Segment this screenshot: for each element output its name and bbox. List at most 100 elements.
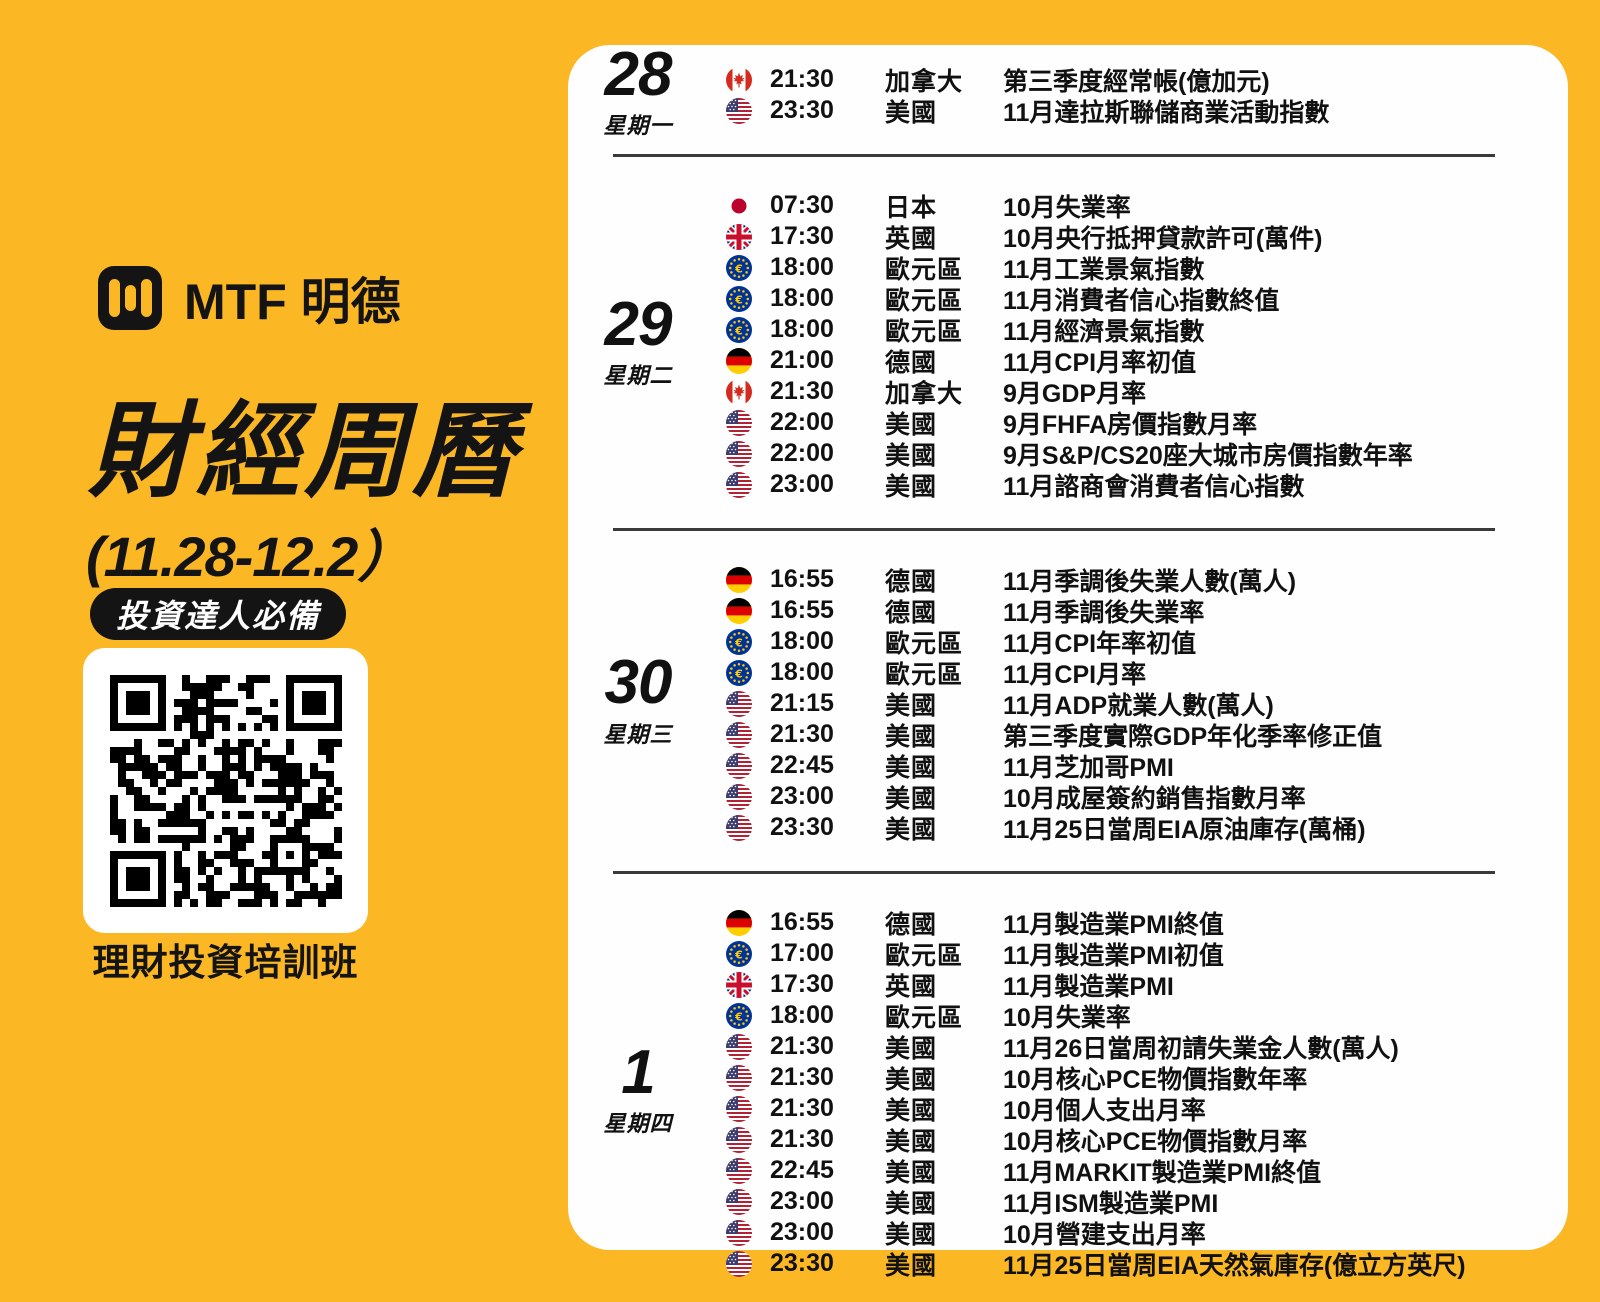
event-row[interactable]: 17:00 歐元區 11月製造業PMI初值 [708,938,1568,970]
event-country: 歐元區 [885,286,964,315]
day-date-column: 28 星期一 [568,43,708,138]
brand-panel: MTF 明德 財經周曆 (11.28-12.2） 投資達人必備 理財投資培訓班 [0,0,568,1302]
event-row[interactable]: 23:00 美國 10月營建支出月率 [708,1217,1568,1249]
event-row[interactable]: 22:00 美國 9月S&P/CS20座大城市房價指數年率 [708,438,1568,470]
event-row[interactable]: 16:55 德國 11月季調後失業人數(萬人) [708,564,1568,596]
day-weekday: 星期一 [603,113,673,139]
event-row[interactable]: 16:55 德國 11月製造業PMI終值 [708,907,1568,939]
event-row[interactable]: 18:00 歐元區 11月CPI月率 [708,657,1568,689]
event-flag-cell [708,597,770,624]
event-flag-cell [708,1002,770,1029]
event-row[interactable]: 22:00 美國 9月FHFA房價指數月率 [708,407,1568,439]
event-description: 9月S&P/CS20座大城市房價指數年率 [1003,441,1413,470]
event-flag-cell [708,316,770,343]
event-flag-cell [708,721,770,748]
event-row[interactable]: 21:30 美國 10月核心PCE物價指數月率 [708,1124,1568,1156]
event-time: 22:00 [770,408,834,436]
qr-code-icon[interactable] [109,674,342,907]
event-row[interactable]: 21:30 美國 第三季度實際GDP年化季率修正值 [708,719,1568,751]
event-time: 21:30 [770,1063,834,1091]
flag-us-icon [726,1250,752,1277]
event-row[interactable]: 21:30 加拿大 第三季度經常帳(億加元) [708,64,1568,96]
event-time: 23:30 [770,96,834,124]
event-row[interactable]: 18:00 歐元區 11月消費者信心指數終值 [708,283,1568,315]
flag-de-icon [726,566,752,593]
event-time: 07:30 [770,191,834,219]
event-row[interactable]: 07:30 日本 10月失業率 [708,190,1568,222]
event-row[interactable]: 23:00 美國 11月ISM製造業PMI [708,1186,1568,1218]
calendar-day-block: 28 星期一 21:30 加拿大 第三季度經常帳(億加元) 23:30 美國 11月達拉斯聯儲… [568,43,1568,138]
event-row[interactable]: 18:00 歐元區 11月CPI年率初值 [708,626,1568,658]
event-description: 10月個人支出月率 [1003,1096,1206,1125]
event-row[interactable]: 21:30 加拿大 9月GDP月率 [708,376,1568,408]
event-country: 德國 [885,348,938,377]
event-flag-cell [708,97,770,124]
event-row[interactable]: 18:00 歐元區 11月經濟景氣指數 [708,314,1568,346]
event-row[interactable]: 21:30 美國 10月個人支出月率 [708,1093,1568,1125]
event-flag-cell [708,940,770,967]
flag-us-icon [726,1219,752,1246]
day-number: 1 [621,1037,655,1107]
event-time: 18:00 [770,1001,834,1029]
event-row[interactable]: 18:00 歐元區 11月工業景氣指數 [708,252,1568,284]
flag-gb-icon [726,224,752,250]
event-description: 11月工業景氣指數 [1003,255,1205,284]
event-time: 16:55 [770,596,834,624]
event-row[interactable]: 22:45 美國 11月芝加哥PMI [708,750,1568,782]
event-flag-cell [708,471,770,498]
event-row[interactable]: 17:30 英國 11月製造業PMI [708,969,1568,1001]
event-country: 歐元區 [885,317,964,346]
flag-us-icon [726,1126,752,1153]
event-time: 18:00 [770,658,834,686]
brand-name: MTF 明德 [184,274,401,330]
event-country: 歐元區 [885,1003,964,1032]
event-country: 美國 [885,1065,938,1094]
event-row[interactable]: 21:15 美國 11月ADP就業人數(萬人) [708,688,1568,720]
event-description: 11月消費者信心指數終值 [1003,286,1280,315]
logo-bar-middle [124,285,136,311]
event-time: 23:00 [770,1187,834,1215]
event-description: 11月25日當周EIA原油庫存(萬桶) [1003,815,1366,844]
event-description: 11月經濟景氣指數 [1003,317,1205,346]
event-flag-cell [708,192,770,219]
event-description: 10月失業率 [1003,193,1131,222]
page-title: 財經周曆 [88,394,521,510]
event-row[interactable]: 22:45 美國 11月MARKIT製造業PMI終值 [708,1155,1568,1187]
event-row[interactable]: 23:00 美國 10月成屋簽約銷售指數月率 [708,781,1568,813]
flag-eu-icon [726,285,752,312]
event-row[interactable]: 23:30 美國 11月達拉斯聯儲商業活動指數 [708,95,1568,127]
flag-us-icon [726,1064,752,1091]
event-flag-cell [708,1126,770,1153]
event-row[interactable]: 16:55 德國 11月季調後失業率 [708,595,1568,627]
event-row[interactable]: 23:30 美國 11月25日當周EIA天然氣庫存(億立方英尺) [708,1248,1568,1280]
event-row[interactable]: 21:30 美國 11月26日當周初請失業金人數(萬人) [708,1031,1568,1063]
event-row[interactable]: 21:30 美國 10月核心PCE物價指數年率 [708,1062,1568,1094]
event-flag-cell [708,440,770,467]
event-country: 美國 [885,441,938,470]
event-description: 9月GDP月率 [1003,379,1147,408]
flag-us-icon [726,97,752,124]
day-separator [613,154,1495,157]
event-description: 11月CPI月率初值 [1003,348,1197,377]
day-date-column: 30 星期三 [568,562,708,841]
event-country: 美國 [885,784,938,813]
event-row[interactable]: 17:30 英國 10月央行抵押貸款許可(萬件) [708,221,1568,253]
event-flag-cell [708,1095,770,1122]
tagline-badge: 投資達人必備 [90,588,347,640]
event-country: 歐元區 [885,629,964,658]
event-country: 美國 [885,722,938,751]
event-row[interactable]: 23:30 美國 11月25日當周EIA原油庫存(萬桶) [708,812,1568,844]
event-flag-cell [708,566,770,593]
qr-code-card[interactable] [83,648,368,933]
event-row[interactable]: 23:00 美國 11月諮商會消費者信心指數 [708,469,1568,501]
event-time: 17:30 [770,222,834,250]
event-row[interactable]: 21:00 德國 11月CPI月率初值 [708,345,1568,377]
event-time: 23:30 [770,1249,834,1277]
event-time: 16:55 [770,908,834,936]
event-description: 11月CPI月率 [1003,660,1147,689]
event-time: 18:00 [770,627,834,655]
event-row[interactable]: 18:00 歐元區 10月失業率 [708,1000,1568,1032]
event-flag-cell [708,1157,770,1184]
event-country: 德國 [885,567,938,596]
event-time: 21:30 [770,720,834,748]
